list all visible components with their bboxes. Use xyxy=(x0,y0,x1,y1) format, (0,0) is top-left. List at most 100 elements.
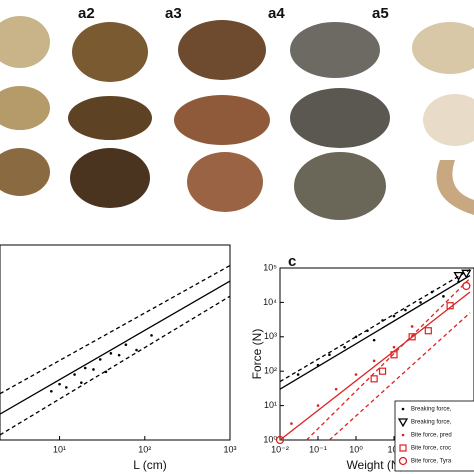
legend-label: Breaking force, xyxy=(411,407,452,413)
plot-frame xyxy=(279,267,474,441)
point xyxy=(58,382,61,386)
point xyxy=(92,368,95,371)
point xyxy=(328,353,331,357)
point xyxy=(366,329,369,333)
x-tick-label: 10³ xyxy=(223,444,236,454)
fit-line xyxy=(279,269,471,383)
shell-photo xyxy=(290,22,380,78)
fit-line xyxy=(328,312,471,441)
chart: 10¹ 10² 10³ L (cm) xyxy=(0,244,237,472)
point xyxy=(124,343,128,347)
legend-marker xyxy=(399,444,407,452)
shell-photo xyxy=(70,148,150,208)
shell-photo xyxy=(187,152,263,212)
point xyxy=(80,381,83,384)
y-tick-label: 10⁵ xyxy=(263,262,277,272)
point xyxy=(117,353,121,357)
fit-line xyxy=(0,295,231,436)
fit-line xyxy=(0,264,231,395)
shell-photo xyxy=(0,16,50,68)
shell-photo xyxy=(290,88,390,148)
point xyxy=(370,375,378,383)
point xyxy=(334,387,338,391)
legend-label: Bite force, pred xyxy=(411,433,452,439)
point xyxy=(442,295,445,298)
panel-label: a5 xyxy=(372,5,389,22)
point xyxy=(109,352,113,355)
y-tick-label: 10⁰ xyxy=(263,434,277,444)
point xyxy=(446,302,454,310)
legend-label: Bite force, Tyra xyxy=(411,459,452,465)
x-tick-label: 10⁻² xyxy=(271,444,289,454)
shell-photo xyxy=(68,96,152,140)
point xyxy=(378,367,387,375)
shell-photo xyxy=(0,86,50,130)
point xyxy=(354,335,358,339)
y-tick-label: 10⁴ xyxy=(263,297,277,307)
point xyxy=(419,301,422,304)
point xyxy=(65,386,68,389)
point xyxy=(372,338,376,342)
x-tick-label: 10⁻¹ xyxy=(309,444,327,454)
shell-photo xyxy=(423,94,474,146)
point xyxy=(150,334,153,337)
panel-label: a4 xyxy=(268,5,285,22)
point xyxy=(461,269,472,279)
point xyxy=(390,351,398,359)
legend-box xyxy=(394,400,474,472)
panel-label: a2 xyxy=(78,5,95,22)
point xyxy=(104,370,108,374)
fit-line xyxy=(279,291,471,441)
shell-photo xyxy=(412,22,474,74)
shell-photo xyxy=(294,152,386,220)
point xyxy=(381,319,384,322)
point xyxy=(83,366,87,370)
legend-marker xyxy=(397,418,409,428)
point xyxy=(462,281,471,291)
plot-frame xyxy=(0,244,231,441)
point xyxy=(453,271,464,281)
legend-marker xyxy=(398,456,408,466)
shell-photo xyxy=(72,22,148,82)
point xyxy=(392,314,396,318)
point xyxy=(424,327,432,335)
point xyxy=(73,373,76,376)
chart: 10⁻²10⁻¹10⁰10¹10²10⁰10¹10²10³10⁴10⁵Weigh… xyxy=(250,253,474,472)
point xyxy=(457,280,460,283)
point xyxy=(404,308,407,312)
point xyxy=(410,325,414,328)
point xyxy=(372,359,376,363)
y-tick-label: 10¹ xyxy=(264,400,277,410)
x-tick-label: 10¹ xyxy=(53,444,66,454)
shell-photo xyxy=(178,20,266,80)
x-tick-label: 10⁰ xyxy=(349,444,363,454)
shell-photo xyxy=(436,160,474,215)
point xyxy=(430,290,434,294)
fit-line xyxy=(306,277,471,441)
panel-label: a3 xyxy=(165,5,182,22)
legend-label: Breaking force, xyxy=(411,420,452,426)
point xyxy=(392,345,396,349)
photos xyxy=(0,16,474,220)
point xyxy=(316,404,320,407)
shell-photo xyxy=(174,95,270,145)
point xyxy=(296,373,300,376)
fit-line xyxy=(279,275,471,390)
point xyxy=(408,333,416,341)
point xyxy=(98,358,102,361)
point xyxy=(135,348,138,352)
y-tick-label: 10³ xyxy=(264,331,277,341)
point xyxy=(316,363,320,367)
x-axis-label: L (cm) xyxy=(133,458,167,472)
panel-label: c xyxy=(288,253,296,270)
legend-label: Bite force, croc xyxy=(411,446,451,452)
shell-photo xyxy=(0,148,50,196)
legend-marker xyxy=(401,433,405,437)
point xyxy=(275,435,285,445)
point xyxy=(290,422,293,425)
fit-line xyxy=(0,280,231,415)
x-tick-label: 10¹ xyxy=(387,444,400,454)
x-axis-label: Weight (N) xyxy=(346,458,403,472)
